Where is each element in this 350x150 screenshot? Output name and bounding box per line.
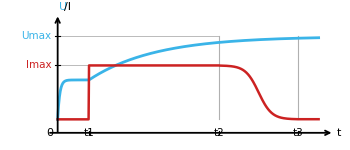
Text: Imax: Imax xyxy=(26,60,51,70)
Text: U: U xyxy=(59,2,67,12)
Text: t: t xyxy=(337,128,341,138)
Text: t2: t2 xyxy=(214,128,225,138)
Text: Umax: Umax xyxy=(21,31,51,41)
Text: t3: t3 xyxy=(292,128,303,138)
Text: /I: /I xyxy=(64,2,71,12)
Text: t1: t1 xyxy=(84,128,94,138)
Text: 0: 0 xyxy=(46,128,53,138)
